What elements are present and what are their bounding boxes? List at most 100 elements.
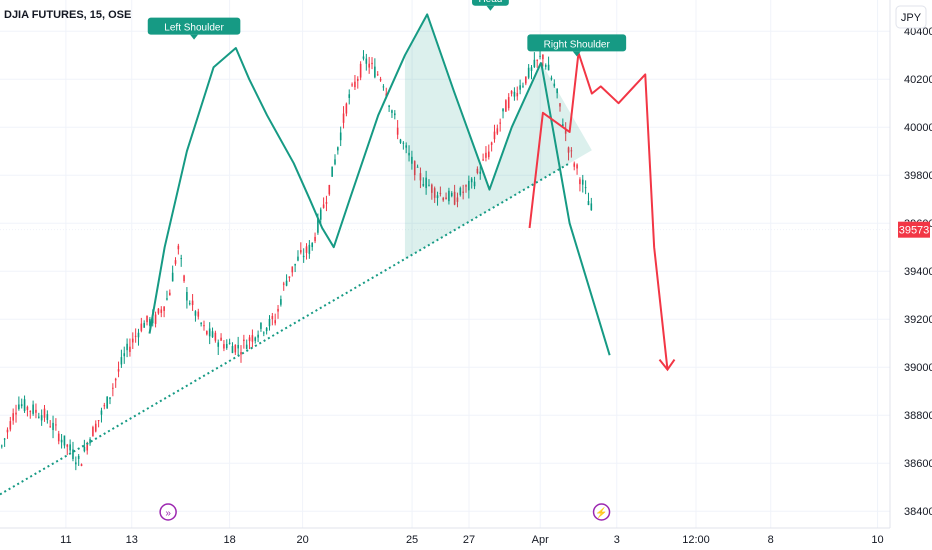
candle-body xyxy=(143,322,145,328)
candle-body xyxy=(77,455,80,459)
candle-body xyxy=(522,85,524,87)
candle-body xyxy=(63,435,66,446)
pattern-line xyxy=(148,13,543,334)
time-axis[interactable]: 11 13 18 20 25 27 Apr 3 12:00 8 10 xyxy=(60,534,884,546)
candle-body xyxy=(519,85,521,90)
candle-body xyxy=(69,444,71,451)
y-tick-label: 39000 xyxy=(904,362,932,374)
candle-body xyxy=(425,177,427,189)
candle-body xyxy=(186,291,188,301)
candle-body xyxy=(314,236,316,242)
candle-body xyxy=(405,145,407,148)
candle-body xyxy=(35,409,37,413)
x-tick-label: 18 xyxy=(223,534,235,546)
candle-body xyxy=(302,255,305,258)
candle-body xyxy=(288,276,291,278)
currency-button[interactable]: JPY xyxy=(895,5,927,29)
candle-body xyxy=(100,410,103,415)
candle-body xyxy=(570,150,573,152)
y-tick-label: 40200 xyxy=(904,74,932,86)
candle-body xyxy=(479,171,482,174)
candle-body xyxy=(376,74,379,76)
candle-body xyxy=(40,415,43,421)
candle-body xyxy=(459,187,462,196)
candle-body xyxy=(439,192,442,194)
candle-body xyxy=(334,159,336,165)
x-tick-label: 12:00 xyxy=(682,534,710,546)
candle-body xyxy=(294,263,296,266)
candle-body xyxy=(396,127,399,135)
candle-body xyxy=(300,250,302,253)
candle-body xyxy=(291,266,294,273)
candle-body xyxy=(223,344,225,349)
candle-body xyxy=(277,308,279,312)
candle-body xyxy=(146,315,148,323)
candle-body xyxy=(23,399,26,411)
candle-body xyxy=(15,412,17,415)
candle-body xyxy=(533,59,536,68)
candle-body xyxy=(547,64,550,71)
candle-body xyxy=(3,438,6,440)
candle-body xyxy=(581,179,584,185)
candle-body xyxy=(83,446,86,452)
candle-body xyxy=(482,159,484,161)
candle-body xyxy=(374,66,376,78)
candle-body xyxy=(154,314,157,324)
candle-body xyxy=(559,103,561,107)
candle-body xyxy=(450,192,453,197)
candle-body xyxy=(245,344,248,349)
candle-body xyxy=(191,300,194,306)
candle-body xyxy=(46,414,49,420)
candle-body xyxy=(539,55,541,57)
candle-body xyxy=(579,179,581,185)
y-tick-label: 38400 xyxy=(904,506,932,518)
candle-body xyxy=(465,185,467,187)
candle-body xyxy=(208,328,211,337)
candle-body xyxy=(0,445,3,447)
candle-body xyxy=(206,331,208,335)
candle-body xyxy=(328,184,331,195)
candle-body xyxy=(248,337,251,342)
candle-body xyxy=(114,378,117,381)
candle-body xyxy=(166,298,168,300)
candle-body xyxy=(52,422,54,431)
candle-body xyxy=(413,161,416,176)
annotation-label: Left Shoulder xyxy=(164,23,224,34)
drop-line xyxy=(540,62,611,356)
y-tick-label: 40400 xyxy=(904,26,932,38)
candle-body xyxy=(553,83,556,87)
annotation-pointer xyxy=(190,34,199,40)
candle-body xyxy=(32,404,34,414)
candle-body xyxy=(525,76,527,84)
candle-body xyxy=(308,244,311,254)
candle-body xyxy=(305,246,308,253)
candle-body xyxy=(493,131,496,140)
candle-body xyxy=(217,342,220,347)
candle-body xyxy=(94,423,97,432)
candle-body xyxy=(86,444,89,451)
candle-body xyxy=(468,180,470,191)
candle-body xyxy=(268,318,271,327)
candle-body xyxy=(75,462,77,465)
candle-body xyxy=(550,77,553,80)
event-marker xyxy=(592,503,611,521)
candle-body xyxy=(431,184,433,193)
candle-body xyxy=(536,59,539,61)
candles xyxy=(0,48,593,471)
x-tick-label: 10 xyxy=(871,534,883,546)
candle-body xyxy=(126,343,128,351)
y-tick-label: 38800 xyxy=(904,410,932,422)
candle-body xyxy=(211,331,214,338)
candle-body xyxy=(271,315,274,320)
candle-body xyxy=(590,203,593,211)
y-tick-label: 39200 xyxy=(904,314,932,326)
annotation-box xyxy=(527,34,627,52)
candle-body xyxy=(476,168,479,174)
x-tick-label: Apr xyxy=(532,534,549,546)
candle-body xyxy=(55,424,57,426)
candle-body xyxy=(225,344,228,349)
annotation-box xyxy=(147,17,241,35)
candle-body xyxy=(442,197,445,201)
candle-body xyxy=(342,113,345,123)
candle-body xyxy=(285,280,288,286)
